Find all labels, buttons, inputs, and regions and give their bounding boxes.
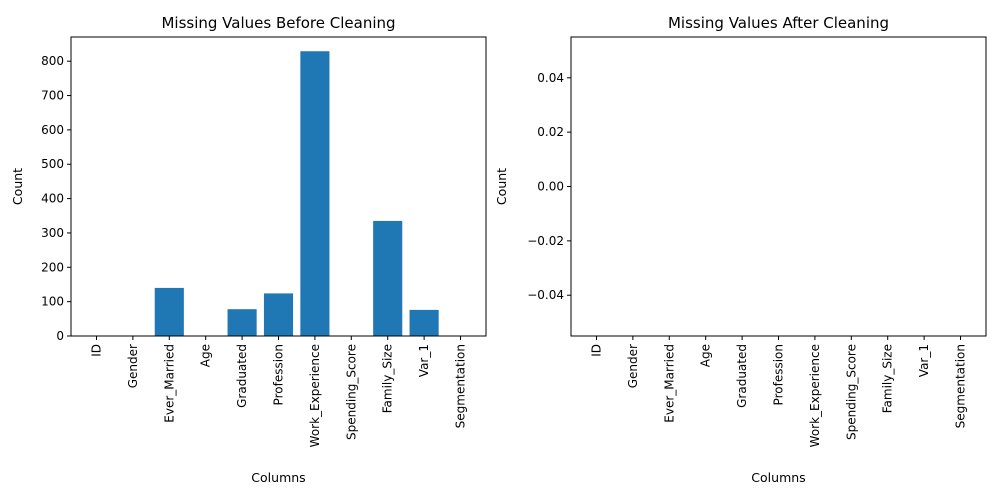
x-axis-label: Columns [751, 470, 805, 485]
x-tick-label: Var_1 [917, 344, 931, 377]
y-tick-label: 600 [41, 123, 64, 137]
x-tick-label: Ever_Married [162, 344, 176, 423]
bar-profession [263, 293, 294, 336]
y-tick-label: 300 [41, 226, 64, 240]
x-tick-label: Var_1 [417, 344, 431, 377]
x-tick-label: ID [589, 344, 603, 357]
x-tick-label: Spending_Score [344, 344, 358, 440]
x-tick-label: Segmentation [454, 344, 468, 428]
x-tick-label: Graduated [235, 344, 249, 408]
y-tick-label: 400 [41, 192, 64, 206]
x-tick-label: Segmentation [954, 344, 968, 428]
x-tick-label: Ever_Married [662, 344, 676, 423]
y-tick-label: 800 [41, 54, 64, 68]
chart-title: Missing Values Before Cleaning [161, 14, 395, 32]
y-tick-label: 700 [41, 89, 64, 103]
y-axis-label: Count [10, 168, 25, 205]
bar-var-1 [409, 309, 439, 336]
x-tick-label: Profession [272, 344, 286, 405]
chart-after-cleaning: Missing Values After Cleaning Columns Co… [494, 14, 987, 485]
y-tick-label: 0.00 [537, 180, 564, 194]
y-tick-label: −0.04 [527, 288, 564, 302]
bar-family-size [373, 220, 403, 336]
y-tick-label: 200 [41, 260, 64, 274]
x-tick-label: Age [199, 344, 213, 367]
x-tick-label: Gender [626, 344, 640, 388]
y-tick-label: 500 [41, 157, 64, 171]
y-tick-label: 100 [41, 295, 64, 309]
bar-work-experience [300, 51, 330, 336]
y-tick-label: −0.02 [527, 234, 564, 248]
x-tick-label: Graduated [735, 344, 749, 408]
x-tick-label: Gender [126, 344, 140, 388]
x-tick-label: ID [89, 344, 103, 357]
x-axis-label: Columns [251, 470, 305, 485]
chart-title: Missing Values After Cleaning [668, 14, 889, 32]
chart-before-cleaning: Missing Values Before Cleaning Columns C… [10, 14, 487, 485]
bar-graduated [227, 309, 257, 336]
x-tick-label: Spending_Score [844, 344, 858, 440]
plot-frame [570, 36, 987, 337]
y-tick-label: 0 [56, 329, 64, 343]
x-tick-label: Work_Experience [308, 344, 322, 447]
x-tick-label: Family_Size [881, 344, 895, 413]
y-axis-label: Count [494, 168, 509, 205]
y-tick-label: 0.02 [537, 125, 564, 139]
plot-frame [70, 36, 487, 337]
x-tick-label: Profession [772, 344, 786, 405]
x-tick-label: Family_Size [381, 344, 395, 413]
x-tick-label: Work_Experience [808, 344, 822, 447]
x-tick-label: Age [699, 344, 713, 367]
y-tick-label: 0.04 [537, 71, 564, 85]
bar-ever-married [154, 287, 184, 336]
